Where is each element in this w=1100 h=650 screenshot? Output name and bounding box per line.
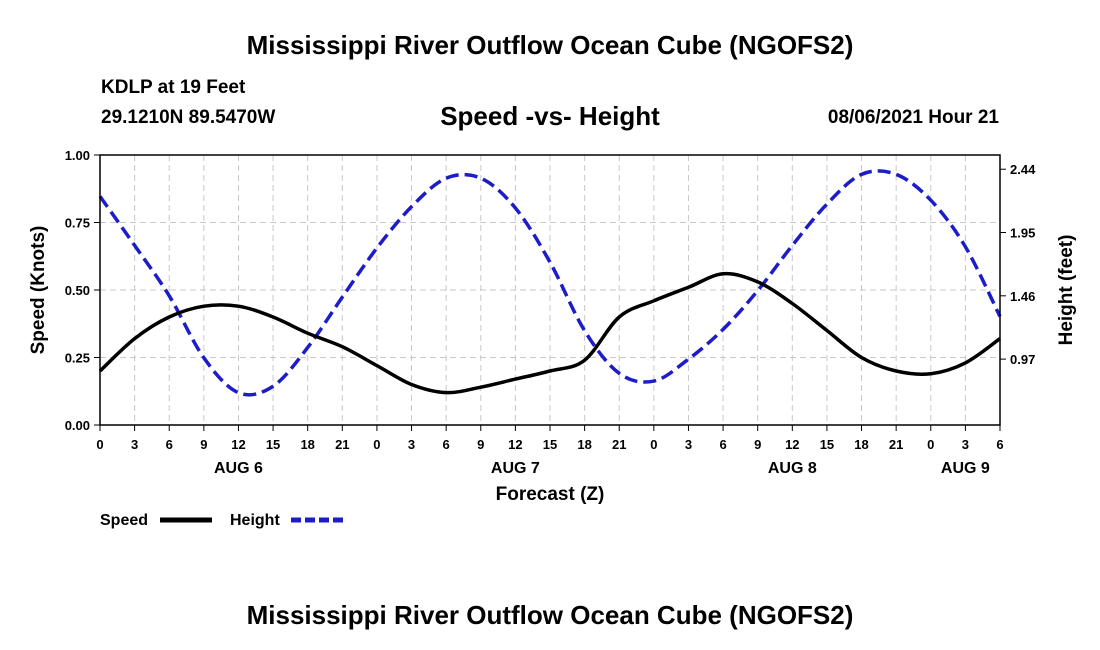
day-label: AUG 8	[768, 460, 817, 477]
x-tick-label: 0	[650, 437, 657, 452]
x-tick-label: 0	[927, 437, 934, 452]
y2-axis-title: Height (feet)	[1056, 235, 1077, 346]
series	[98, 169, 1002, 397]
x-tick-label: 21	[889, 437, 903, 452]
y2-tick-label: 1.46	[1010, 289, 1035, 304]
x-tick-label: 18	[854, 437, 868, 452]
x-tick-label: 15	[266, 437, 280, 452]
x-tick-label: 3	[131, 437, 138, 452]
x-tick-label: 0	[373, 437, 380, 452]
x-tick-label: 6	[443, 437, 450, 452]
x-tick-label: 3	[962, 437, 969, 452]
x-tick-label: 12	[785, 437, 799, 452]
x-tick-label: 18	[577, 437, 591, 452]
legend-height-label: Height	[230, 512, 280, 529]
coordinates-label: 29.1210N 89.5470W	[101, 107, 276, 128]
series-line-height	[98, 169, 1002, 397]
chart-subtitle: Speed -vs- Height	[440, 101, 660, 131]
x-tick-label: 15	[820, 437, 834, 452]
x-axis-title: Forecast (Z)	[496, 484, 605, 505]
series-line-speed	[98, 271, 1002, 395]
axes: 0 3 6 9 12 15 18 21 0 3 6 9 12 15 18 21 0 3 6 9 12 15 18 21 0 3 6A…	[65, 148, 1036, 477]
station-label: KDLP at 19 Feet	[101, 77, 246, 98]
x-tick-label: 6	[719, 437, 726, 452]
y-tick-label: 1.00	[65, 148, 90, 163]
x-tick-label: 15	[543, 437, 557, 452]
x-tick-label: 9	[200, 437, 207, 452]
y-tick-label: 0.25	[65, 351, 90, 366]
day-label: AUG 6	[214, 460, 263, 477]
x-tick-label: 6	[996, 437, 1003, 452]
legend: Speed Height	[100, 512, 343, 529]
day-label: AUG 7	[491, 460, 540, 477]
legend-speed-label: Speed	[100, 512, 148, 529]
x-tick-label: 9	[477, 437, 484, 452]
chart-title: Mississippi River Outflow Ocean Cube (NG…	[246, 30, 854, 60]
day-label: AUG 9	[941, 460, 990, 477]
x-tick-label: 0	[96, 437, 103, 452]
timestamp-label: 08/06/2021 Hour 21	[827, 107, 999, 128]
x-tick-label: 21	[335, 437, 349, 452]
x-tick-label: 6	[166, 437, 173, 452]
x-tick-label: 3	[408, 437, 415, 452]
y-tick-label: 0.50	[65, 283, 90, 298]
y2-tick-label: 1.95	[1010, 226, 1035, 241]
grid	[100, 155, 1000, 425]
y2-tick-label: 0.97	[1010, 352, 1035, 367]
y-axis-title: Speed (Knots)	[28, 226, 49, 355]
y-tick-label: 0.00	[65, 418, 90, 433]
x-tick-label: 21	[612, 437, 626, 452]
footer-title: Mississippi River Outflow Ocean Cube (NG…	[246, 600, 854, 630]
y-tick-label: 0.75	[65, 216, 90, 231]
x-tick-label: 12	[508, 437, 522, 452]
x-tick-label: 12	[231, 437, 245, 452]
x-tick-label: 3	[685, 437, 692, 452]
x-tick-label: 18	[300, 437, 314, 452]
x-tick-label: 9	[754, 437, 761, 452]
y2-tick-label: 2.44	[1010, 162, 1036, 177]
